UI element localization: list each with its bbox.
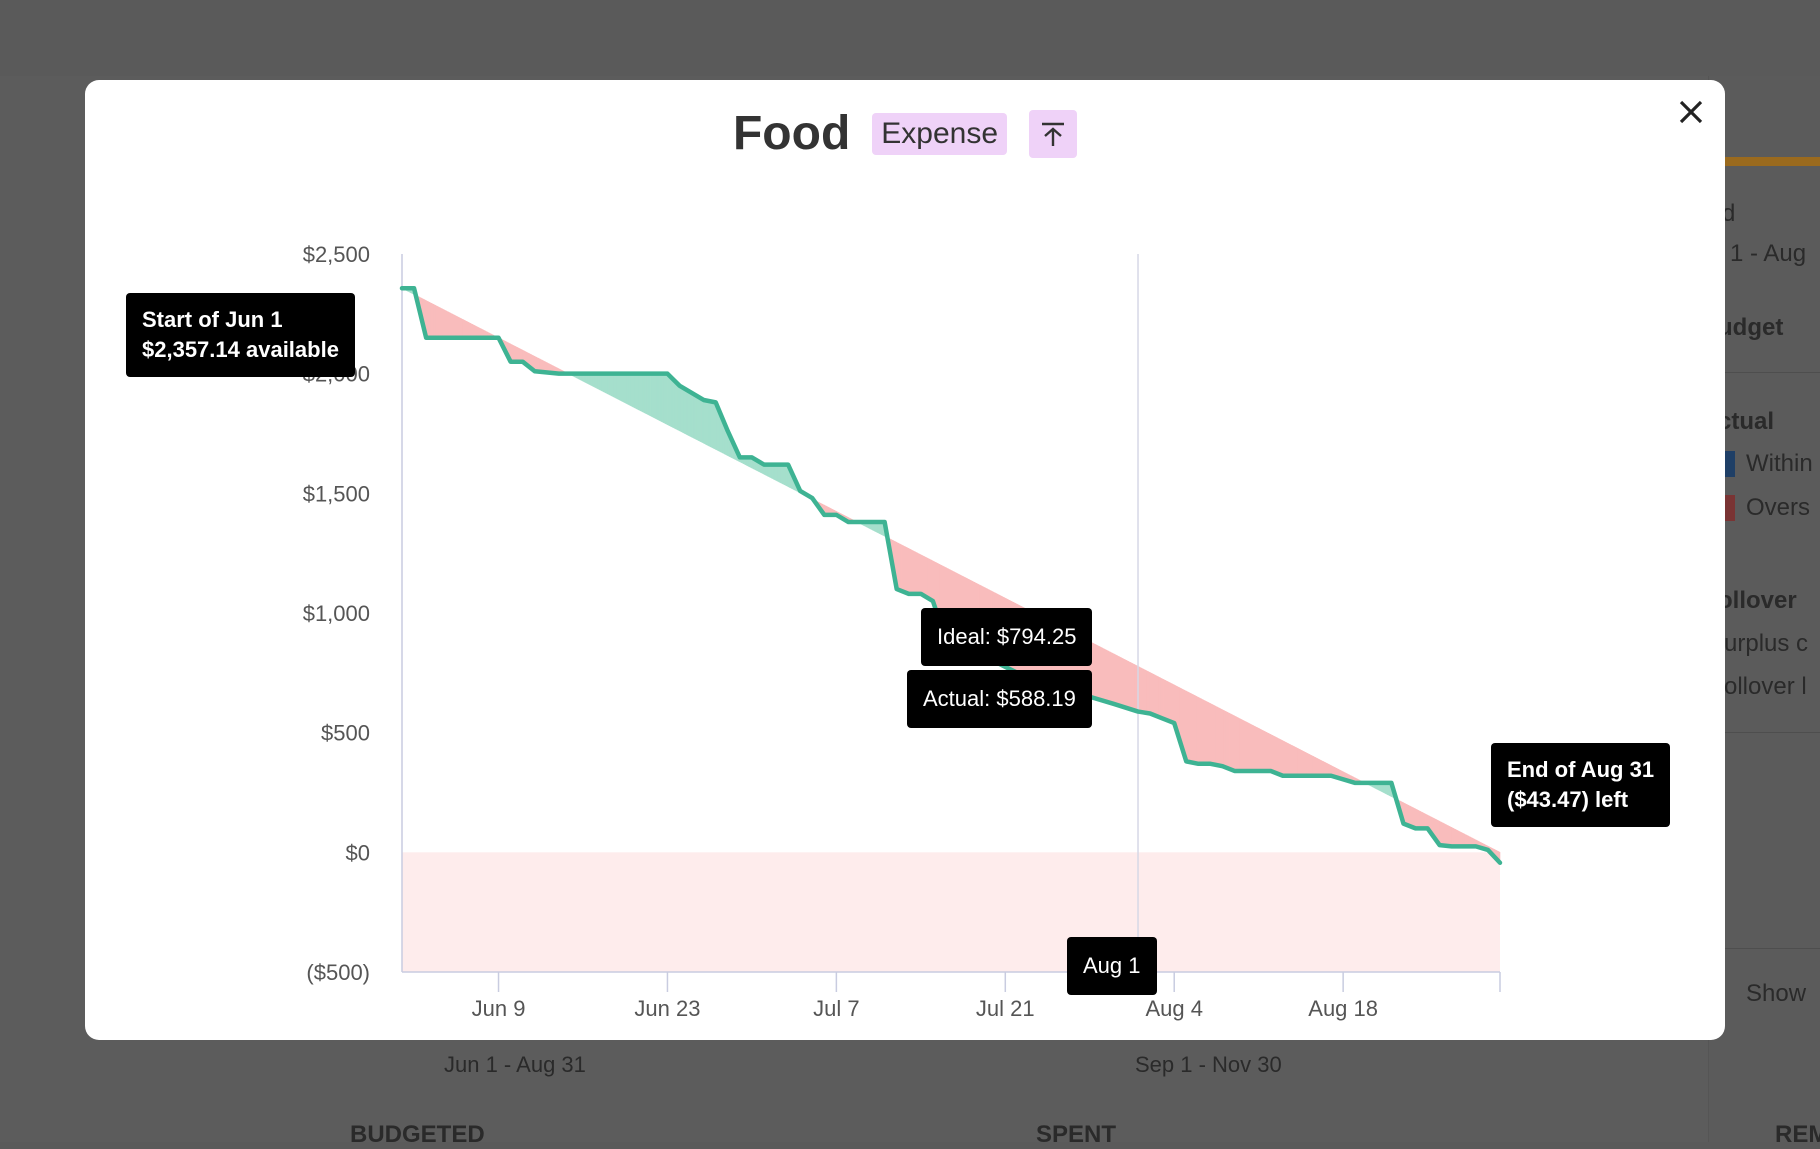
x-tick-label: Jul 7 [813,996,859,1021]
arrow-to-top-icon[interactable] [1029,109,1078,158]
bg-panel-text: urplus c [1724,630,1809,657]
bg-legend-swatch [1725,495,1735,521]
hover-date-tooltip: Aug 1 [1067,937,1157,995]
bg-panel-text: Overs [1746,494,1811,521]
y-tick-label: $0 [346,840,370,865]
actual-tooltip: Actual: $588.19 [907,670,1092,728]
bg-divider [1708,732,1820,733]
budget-chart-modal: Food Expense $2,500$2,000$1,500$1,000$50… [85,80,1725,1040]
bg-period-label: Jun 1 - Aug 31 [444,1052,586,1077]
background-accent-bar [1708,157,1820,166]
x-tick-label: Jul 21 [976,996,1035,1021]
x-tick-label: Aug 18 [1308,996,1378,1021]
bg-panel-text: d [1722,200,1736,227]
bg-panel-heading: ctual [1718,408,1775,435]
bg-column-header: SPENT [1036,1121,1117,1148]
x-tick-label: Jun 9 [472,996,526,1021]
close-icon[interactable] [1671,92,1711,132]
category-type-badge: Expense [872,112,1008,155]
bg-divider [1708,372,1820,373]
end-tooltip: End of Aug 31 ($43.47) left [1491,743,1671,827]
bg-legend-swatch [1725,451,1735,477]
bg-panel-text: ollover l [1724,673,1807,700]
bg-column-header: BUDGETED [350,1121,485,1148]
x-tick-label: Jun 23 [634,996,700,1021]
category-title: Food [732,107,851,160]
y-tick-label: $500 [321,721,370,746]
modal-header: Food Expense [85,106,1725,161]
negative-zone [402,852,1500,972]
start-tooltip-date: Start of Jun 1 [142,307,283,332]
bg-panel-text: Within [1746,450,1813,477]
budget-burndown-chart: $2,500$2,000$1,500$1,000$500$0($500)Jun … [303,242,1503,1021]
x-tick-label: Aug 4 [1145,996,1203,1021]
bg-panel-text: 1 - Aug [1730,240,1807,267]
y-tick-label: $1,500 [303,481,370,506]
start-tooltip-amount: $2,357.14 available [142,337,339,362]
y-tick-label: $1,000 [303,601,370,626]
background-side-panel [1708,76,1820,1142]
bg-column-header: REM [1775,1121,1820,1148]
bg-period-label: Sep 1 - Nov 30 [1135,1052,1282,1077]
bg-panel-heading: udget [1718,314,1784,341]
y-tick-label: ($500) [306,960,370,985]
start-tooltip: Start of Jun 1 $2,357.14 available [126,293,355,377]
bg-panel-heading: ollover [1718,587,1797,614]
end-tooltip-amount: ($43.47) left [1507,787,1629,812]
y-tick-label: $2,500 [303,242,370,267]
bg-divider [1708,948,1820,949]
ideal-tooltip: Ideal: $794.25 [921,608,1093,666]
actual-balance-line [399,285,1503,865]
end-tooltip-date: End of Aug 31 [1507,757,1655,782]
bg-show-link: Show [1746,980,1807,1007]
